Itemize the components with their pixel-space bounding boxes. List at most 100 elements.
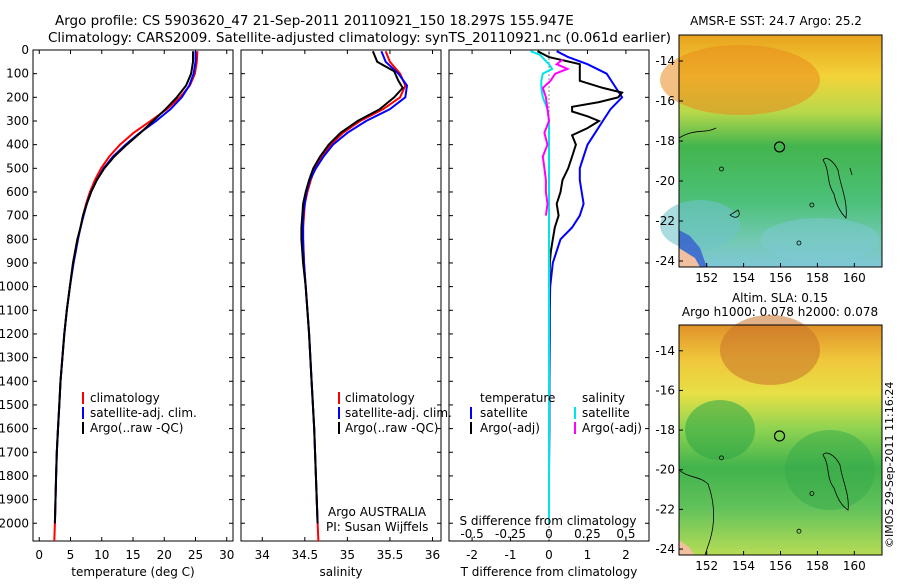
y-tick-label: 800 (6, 232, 29, 246)
reef-contour (678, 127, 847, 219)
y-tick-label: 900 (6, 256, 29, 270)
map-y-tick-label: -24 (655, 254, 675, 268)
x-tick-label: 35.5 (377, 548, 404, 562)
map-x-tick-label: 154 (732, 559, 755, 573)
x2-tick-label: 0.5 (616, 527, 635, 541)
y-tick-label: 400 (6, 138, 29, 152)
y-tick-label: 700 (6, 209, 29, 223)
salinity-legend: climatology satellite-adj. clim. Argo(..… (338, 391, 452, 435)
temperature-xlabel: temperature (deg C) (71, 565, 194, 579)
y-tick-label: 1100 (0, 303, 29, 317)
x2-tick-label: 0.25 (574, 527, 601, 541)
x-tick-label: 2 (622, 548, 630, 562)
map-y-tick-label: -20 (655, 174, 675, 188)
x2-tick-label: -0.5 (460, 527, 483, 541)
y-tick-label: 500 (6, 161, 29, 175)
map-y-tick-label: -18 (655, 134, 675, 148)
legend-heading-temperature: temperature (480, 391, 555, 405)
map-x-tick-label: 152 (695, 271, 718, 285)
reef-marker (719, 166, 724, 172)
legend-s-argo: Argo(-adj) (582, 421, 642, 435)
coast-contour (678, 469, 714, 556)
map-y-tick-label: -18 (655, 423, 675, 437)
map-x-tick-label: 156 (769, 271, 792, 285)
y-tick-label: 0 (21, 43, 29, 57)
legend-t-satellite: satellite (480, 406, 528, 420)
sla-map-subtitle: Argo h1000: 0.078 h2000: 0.078 (682, 305, 878, 319)
legend-satellite: satellite-adj. clim. (345, 406, 452, 420)
temperature-legend: climatology satellite-adj. clim. Argo(..… (82, 391, 197, 435)
reef-marker (809, 202, 815, 208)
map-x-tick-label: 152 (695, 559, 718, 573)
reef-contour (822, 452, 849, 511)
series-line-argo-raw-qc (300, 50, 404, 524)
reef-marker (809, 491, 815, 496)
sst-map-ticks: 152 154 156 158 160 -14 -16 -18 -20 -22 -24 (655, 54, 865, 285)
y-tick-label: 100 (6, 67, 29, 81)
float-pi: PI: Susan Wijffels (326, 520, 428, 534)
x-tick-label: 35 (340, 548, 355, 562)
sst-cool-patch (760, 218, 880, 262)
x-tick-label: 0 (35, 548, 43, 562)
sla-low-patch (785, 430, 875, 510)
float-operator: Argo AUSTRALIA (328, 505, 427, 519)
y-tick-label: 1700 (0, 445, 29, 459)
x-tick-label: 0 (545, 548, 553, 562)
argo-position-marker (773, 141, 786, 153)
legend-argo: Argo(..raw -QC) (345, 421, 438, 435)
sla-low-patch (685, 400, 755, 460)
x-tick-label: 10 (94, 548, 109, 562)
legend-satellite: satellite-adj. clim. (90, 406, 197, 420)
y-tick-label: 1900 (0, 493, 29, 507)
y-tick-label: 600 (6, 185, 29, 199)
sla-high-patch (720, 315, 820, 385)
sst-warm-patch (660, 45, 820, 115)
land-icon (679, 248, 700, 267)
x-tick-label: 5 (67, 548, 75, 562)
map-y-tick-label: -16 (655, 383, 675, 397)
y-tick-label: 1200 (0, 327, 29, 341)
y-tick-label: 1800 (0, 469, 29, 483)
legend-s-satellite: satellite (582, 406, 630, 420)
difference-xlabel: T difference from climatology (460, 565, 638, 579)
reef-marker (796, 528, 802, 534)
map-x-tick-label: 156 (769, 559, 792, 573)
header-line2: Climatology: CARS2009. Satellite-adjuste… (48, 30, 671, 46)
x-tick-label: 20 (157, 548, 172, 562)
map-x-tick-label: 158 (806, 271, 829, 285)
land-icon (679, 540, 694, 555)
map-y-tick-label: -20 (655, 463, 675, 477)
map-y-tick-label: -14 (655, 344, 675, 358)
difference-temperature-legend: temperature satellite Argo(-adj) (470, 391, 555, 435)
salinity-xlabel: salinity (319, 565, 362, 579)
x-tick-label: 15 (125, 548, 140, 562)
legend-t-argo: Argo(-adj) (480, 421, 540, 435)
series-line-argo-raw-qc (53, 51, 194, 524)
argo-position-marker (773, 430, 786, 442)
x-tick-label: 30 (219, 548, 234, 562)
reef-marker (796, 240, 802, 246)
y-tick-label: 1600 (0, 422, 29, 436)
sla-map-ticks: 152 154 156 158 160 -14 -16 -18 -20 -22 -24 (655, 344, 865, 573)
map-x-tick-label: 160 (843, 271, 866, 285)
y-tick-label: 1300 (0, 351, 29, 365)
y-tick-label: 1400 (0, 374, 29, 388)
reef-marker (719, 455, 724, 461)
x-tick-label: 25 (188, 548, 203, 562)
reef-contour (729, 167, 853, 218)
x-tick-label: 36 (425, 548, 440, 562)
x-tick-label: -1 (505, 548, 517, 562)
y-tick-label: 1500 (0, 398, 29, 412)
map-y-tick-label: -22 (655, 502, 675, 516)
sst-map-title: AMSR-E SST: 24.7 Argo: 25.2 (690, 14, 862, 28)
map-y-tick-label: -16 (655, 94, 675, 108)
map-y-tick-label: -22 (655, 214, 675, 228)
series-line-s-argo-adj (541, 58, 571, 216)
x2-tick-label: -0.25 (495, 527, 526, 541)
map-y-tick-label: -14 (655, 54, 675, 68)
x-tick-label: -2 (466, 548, 478, 562)
sla-map-title: Altim. SLA: 0.15 (732, 291, 828, 305)
sst-map: 152 154 156 158 160 -14 -16 -18 -20 -22 -24 (655, 34, 883, 285)
map-y-tick-label: -24 (655, 542, 675, 556)
